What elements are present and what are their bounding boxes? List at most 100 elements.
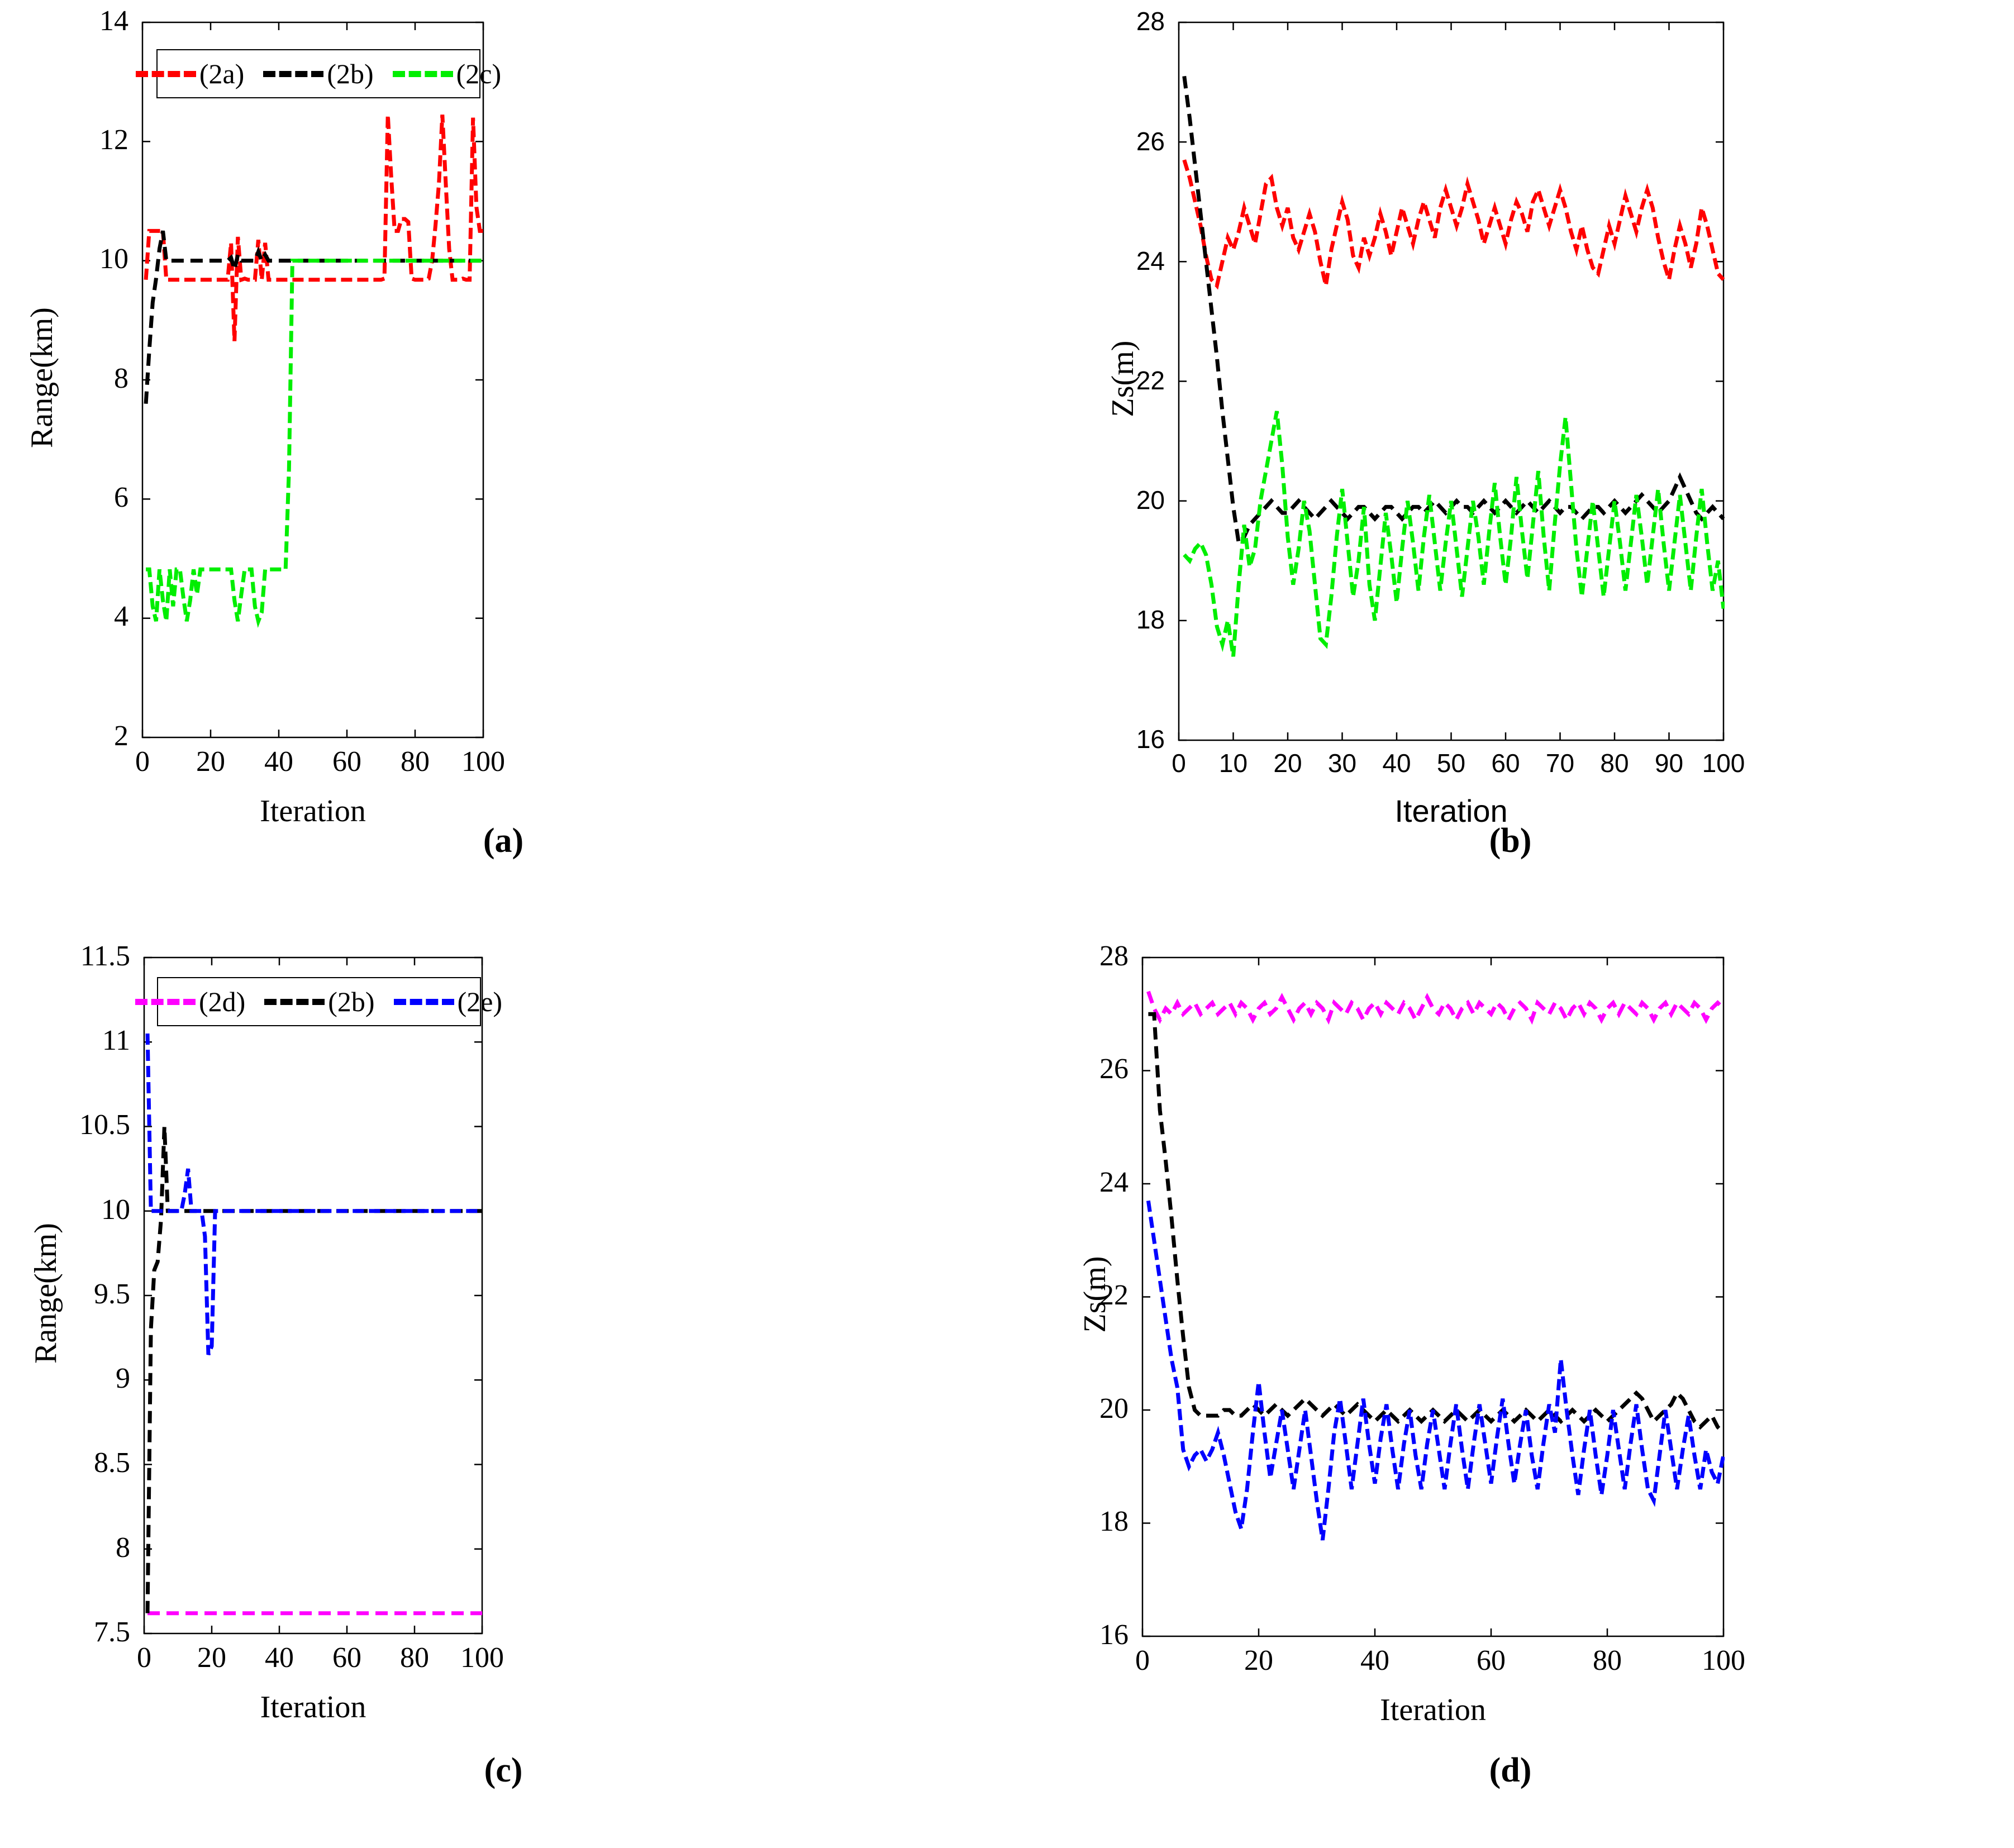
chart-panel-a: 0 20 40 60 80 100 2 4 6 8 10 12 14 Iteration Range(km)… bbox=[25, 5, 505, 828]
legend-item: (2c) bbox=[392, 58, 502, 90]
x-tick-label: 80 bbox=[1593, 1645, 1622, 1676]
panel-cell-c: 0 20 40 60 80 100 7.5 8 8.5 9 9.5 10 10.5 11 11.5 Itera… bbox=[0, 924, 1007, 1848]
legend-label: (2c) bbox=[456, 58, 502, 89]
y-tick-label: 9 bbox=[116, 1363, 130, 1394]
x-tick-label: 0 bbox=[135, 746, 150, 778]
x-tick-label: 80 bbox=[400, 1642, 429, 1674]
x-tick-label: 0 bbox=[137, 1642, 151, 1674]
series-line-2b bbox=[1182, 75, 1725, 547]
y-tick-label: 10.5 bbox=[79, 1109, 130, 1141]
chart-panel-c: 0 20 40 60 80 100 7.5 8 8.5 9 9.5 10 10.5 11 11.5 Itera… bbox=[28, 940, 504, 1725]
x-axis-label: Iteration bbox=[1394, 793, 1508, 828]
legend-swatch-icon bbox=[263, 70, 324, 77]
x-tick-label: 40 bbox=[1382, 749, 1411, 778]
y-tick-label: 9.5 bbox=[94, 1278, 130, 1310]
legend-item: (2e) bbox=[393, 985, 503, 1018]
y-tick-label: 18 bbox=[1136, 605, 1165, 635]
y-tick-label: 28 bbox=[1099, 940, 1129, 972]
x-axis-label: Iteration bbox=[1380, 1693, 1486, 1727]
y-tick-label: 18 bbox=[1099, 1506, 1129, 1538]
y-axis-label: Zs(m) bbox=[1106, 340, 1140, 417]
panel-cell-b: 0 10 20 30 40 50 60 70 80 90 100 16 18 20 22 24 26 28 Iter… bbox=[1007, 0, 2014, 924]
series-line-2b bbox=[1148, 1012, 1725, 1435]
y-tick-label: 20 bbox=[1136, 485, 1165, 515]
y-tick-label: 6 bbox=[114, 482, 128, 514]
plot-area-d bbox=[1141, 956, 1725, 1637]
y-tick-label: 10 bbox=[99, 243, 128, 275]
series-line-2c bbox=[146, 259, 483, 628]
legend-label: (2d) bbox=[198, 986, 246, 1017]
legend-swatch-icon bbox=[264, 998, 325, 1005]
x-tick-label: 100 bbox=[461, 746, 505, 778]
series-line-2c bbox=[1183, 411, 1725, 657]
series-line-2d bbox=[1146, 990, 1725, 1025]
legend-label: (2e) bbox=[457, 986, 503, 1017]
y-axis-label: Range(km) bbox=[25, 307, 59, 448]
legend-label: (2a) bbox=[199, 58, 245, 89]
x-tick-label: 20 bbox=[1273, 749, 1302, 778]
y-tick-label: 24 bbox=[1136, 246, 1165, 275]
series-line-2a bbox=[144, 115, 483, 341]
x-axis-label: Iteration bbox=[260, 794, 366, 828]
legend-swatch-icon bbox=[393, 998, 454, 1005]
panel-cell-a: 0 20 40 60 80 100 2 4 6 8 10 12 14 Iteration Range(km)… bbox=[0, 0, 1007, 924]
y-tick-label: 7.5 bbox=[94, 1616, 130, 1648]
y-tick-label: 12 bbox=[99, 124, 128, 156]
x-tick-label: 30 bbox=[1327, 749, 1357, 778]
series-line-2e bbox=[145, 1033, 482, 1356]
panel-cell-d: 0 20 40 60 80 100 16 18 20 22 24 26 28 Iteration Zs(m)… bbox=[1007, 924, 2014, 1848]
y-tick-label: 26 bbox=[1136, 126, 1165, 156]
x-tick-label: 70 bbox=[1545, 749, 1575, 778]
x-tick-label: 60 bbox=[1491, 749, 1520, 778]
y-tick-label: 26 bbox=[1099, 1053, 1129, 1085]
x-tick-label: 90 bbox=[1654, 749, 1684, 778]
y-tick-label: 8 bbox=[114, 362, 128, 394]
x-tick-label: 80 bbox=[401, 746, 430, 778]
legend-item: (2b) bbox=[263, 58, 392, 90]
y-tick-label: 2 bbox=[114, 720, 128, 752]
chart-panel-d: 0 20 40 60 80 100 16 18 20 22 24 26 28 Iteration Zs(m) bbox=[1078, 940, 1745, 1727]
x-tick-label: 50 bbox=[1436, 749, 1466, 778]
x-tick-label: 80 bbox=[1600, 749, 1629, 778]
series-line-2b bbox=[144, 230, 483, 404]
plot-area-c bbox=[143, 956, 483, 1635]
x-tick-label: 100 bbox=[460, 1642, 504, 1674]
legend-swatch-icon bbox=[135, 998, 196, 1005]
y-tick-label: 24 bbox=[1099, 1166, 1129, 1198]
x-tick-label: 20 bbox=[196, 746, 225, 778]
series-line-2b bbox=[145, 1126, 482, 1613]
y-axis-label: Zs(m) bbox=[1078, 1256, 1112, 1333]
x-tick-label: 60 bbox=[332, 746, 361, 778]
x-tick-label: 60 bbox=[1477, 1645, 1506, 1676]
chart-panel-b: 0 10 20 30 40 50 60 70 80 90 100 16 18 20 22 24 26 28 Iter… bbox=[1106, 7, 1745, 828]
y-tick-label: 10 bbox=[101, 1193, 130, 1226]
y-tick-label: 16 bbox=[1136, 725, 1165, 754]
x-tick-label: 20 bbox=[1244, 1645, 1273, 1676]
legend-item: (2b) bbox=[264, 985, 393, 1018]
panel-caption-b: (b) bbox=[1489, 822, 1532, 860]
x-tick-label: 60 bbox=[332, 1642, 361, 1674]
plot-area-a bbox=[141, 21, 484, 739]
series-line-2e bbox=[1146, 1200, 1725, 1541]
y-tick-label: 4 bbox=[114, 601, 128, 633]
panel-caption-a: (a) bbox=[483, 822, 524, 860]
legend-label: (2b) bbox=[328, 986, 375, 1017]
x-tick-label: 40 bbox=[264, 746, 293, 778]
chart-legend: (2d) (2b) (2e) bbox=[135, 977, 502, 1026]
y-tick-label: 14 bbox=[99, 4, 128, 37]
panel-caption-c: (c) bbox=[484, 1751, 523, 1789]
x-tick-label: 40 bbox=[1360, 1645, 1389, 1676]
y-tick-label: 28 bbox=[1136, 7, 1165, 36]
y-tick-label: 8.5 bbox=[94, 1447, 130, 1479]
y-axis-label: Range(km) bbox=[28, 1222, 63, 1364]
legend-label: (2b) bbox=[327, 58, 374, 89]
x-tick-label: 100 bbox=[1702, 1645, 1745, 1676]
y-tick-label: 20 bbox=[1099, 1392, 1129, 1425]
legend-item: (2a) bbox=[135, 58, 264, 90]
y-tick-label: 22 bbox=[1099, 1279, 1129, 1312]
x-tick-label: 0 bbox=[1135, 1645, 1150, 1676]
legend-item: (2d) bbox=[135, 985, 264, 1018]
x-tick-label: 40 bbox=[265, 1642, 294, 1674]
y-tick-label: 11.5 bbox=[80, 940, 130, 972]
